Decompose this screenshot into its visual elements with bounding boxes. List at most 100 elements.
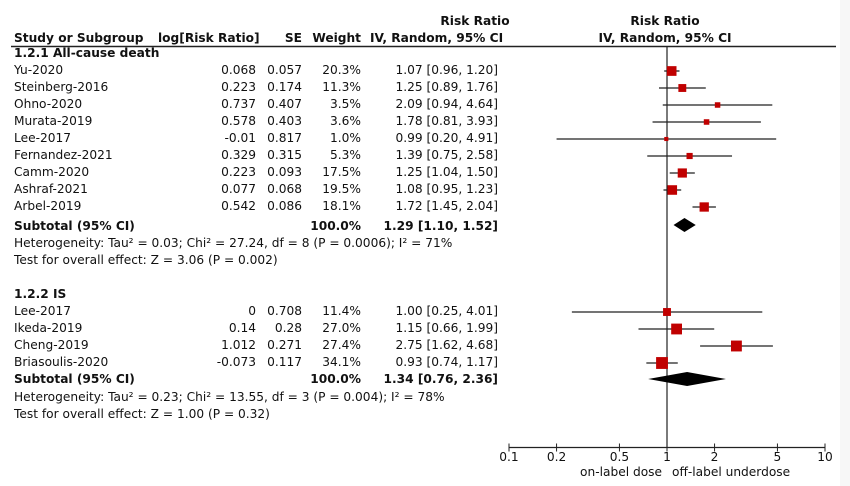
se: 0.057 <box>267 63 302 77</box>
x-tick-label: 1 <box>663 450 671 464</box>
weight: 27.4% <box>322 338 361 352</box>
axis-label-left: on-label dose <box>580 465 662 479</box>
study-name: Lee-2017 <box>14 131 71 145</box>
risk-ratio-ci: 2.09 [0.94, 4.64] <box>395 97 498 111</box>
weight: 20.3% <box>322 63 361 77</box>
se: 0.086 <box>267 199 302 213</box>
weight: 3.6% <box>330 114 361 128</box>
log-rr: 0.223 <box>221 80 256 94</box>
weight: 5.3% <box>330 148 361 162</box>
x-tick-label: 0.5 <box>609 450 630 464</box>
weight: 18.1% <box>322 199 361 213</box>
axis-label-right: off-label underdose <box>672 465 791 479</box>
log-rr: 0.223 <box>221 165 256 179</box>
heterogeneity-text: Heterogeneity: Tau² = 0.03; Chi² = 27.24… <box>14 236 453 250</box>
study-name: Briasoulis-2020 <box>14 355 109 369</box>
risk-ratio-ci: 2.75 [1.62, 4.68] <box>395 338 498 352</box>
study-name: Cheng-2019 <box>14 338 89 352</box>
subtotal-diamond <box>673 218 696 232</box>
risk-ratio-ci: 0.93 [0.74, 1.17] <box>395 355 498 369</box>
risk-ratio-ci: 1.07 [0.96, 1.20] <box>395 63 498 77</box>
x-tick-label: 0.2 <box>546 450 567 464</box>
study-effect-marker <box>656 357 668 369</box>
study-name: Steinberg-2016 <box>14 80 109 94</box>
subtotal-weight: 100.0% <box>310 372 361 386</box>
risk-ratio-ci: 1.25 [0.89, 1.76] <box>395 80 498 94</box>
risk-ratio-ci: 1.39 [0.75, 2.58] <box>395 148 498 162</box>
group-title: 1.2.2 IS <box>14 287 67 301</box>
se: 0.117 <box>267 355 302 369</box>
se: 0.315 <box>267 148 302 162</box>
study-effect-marker <box>678 84 687 92</box>
ci-header-top: Risk Ratio <box>440 14 510 28</box>
group-title: 1.2.1 All-cause death <box>14 46 160 60</box>
study-effect-marker <box>667 185 678 195</box>
study-name: Yu-2020 <box>14 63 64 77</box>
study-effect-marker <box>686 152 693 160</box>
weight: 3.5% <box>330 97 361 111</box>
study-effect-marker <box>677 168 687 178</box>
study-name: Lee-2017 <box>14 304 71 318</box>
se: 0.817 <box>267 131 302 145</box>
header-logrr: log[Risk Ratio] <box>158 31 260 45</box>
plot-header-top: Risk Ratio <box>630 14 700 28</box>
subtotal-label: Subtotal (95% CI) <box>14 372 135 386</box>
header-se: SE <box>284 31 302 45</box>
risk-ratio-ci: 1.15 [0.66, 1.99] <box>395 321 498 335</box>
se: 0.174 <box>267 80 302 94</box>
log-rr: 1.012 <box>221 338 256 352</box>
risk-ratio-ci: 1.08 [0.95, 1.23] <box>395 182 498 196</box>
subtotal-label: Subtotal (95% CI) <box>14 219 135 233</box>
subtotal-diamond <box>648 372 726 386</box>
ci-header-bottom: IV, Random, 95% CI <box>370 31 504 45</box>
study-name: Murata-2019 <box>14 114 93 128</box>
header-study: Study or Subgroup <box>14 31 144 45</box>
log-rr: 0.737 <box>221 97 256 111</box>
log-rr: 0.542 <box>221 199 256 213</box>
se: 0.093 <box>267 165 302 179</box>
study-name: Ohno-2020 <box>14 97 83 111</box>
weight: 27.0% <box>322 321 361 335</box>
x-tick-label: 5 <box>773 450 782 464</box>
log-rr: 0.068 <box>221 63 256 77</box>
log-rr: 0.329 <box>221 148 256 162</box>
study-effect-marker <box>730 340 742 352</box>
log-rr: 0 <box>248 304 256 318</box>
overall-effect-text: Test for overall effect: Z = 3.06 (P = 0… <box>14 253 278 267</box>
weight: 11.3% <box>322 80 361 94</box>
log-rr: 0.14 <box>228 321 256 335</box>
risk-ratio-ci: 1.25 [1.04, 1.50] <box>395 165 498 179</box>
weight: 34.1% <box>322 355 361 369</box>
study-effect-marker <box>699 202 709 212</box>
study-effect-marker <box>664 136 669 142</box>
plot-header-bottom: IV, Random, 95% CI <box>598 31 732 45</box>
heterogeneity-text: Heterogeneity: Tau² = 0.23; Chi² = 13.55… <box>14 390 445 404</box>
x-tick-label: 10 <box>817 450 833 464</box>
study-effect-marker <box>714 102 721 108</box>
subtotal-ci: 1.29 [1.10, 1.52] <box>383 219 498 233</box>
se: 0.271 <box>267 338 302 352</box>
se: 0.407 <box>267 97 302 111</box>
study-effect-marker <box>663 308 671 316</box>
se: 0.403 <box>267 114 302 128</box>
study-effect-marker <box>666 66 677 76</box>
study-name: Arbel-2019 <box>14 199 82 213</box>
log-rr: -0.01 <box>224 131 256 145</box>
overall-effect-text: Test for overall effect: Z = 1.00 (P = 0… <box>14 407 270 421</box>
log-rr: -0.073 <box>216 355 256 369</box>
risk-ratio-ci: 1.78 [0.81, 3.93] <box>395 114 498 128</box>
study-name: Ikeda-2019 <box>14 321 83 335</box>
se: 0.708 <box>267 304 302 318</box>
study-name: Camm-2020 <box>14 165 90 179</box>
subtotal-ci: 1.34 [0.76, 2.36] <box>383 372 498 386</box>
study-effect-marker <box>671 323 682 335</box>
log-rr: 0.077 <box>221 182 256 196</box>
risk-ratio-ci: 0.99 [0.20, 4.91] <box>395 131 498 145</box>
weight: 1.0% <box>330 131 361 145</box>
risk-ratio-ci: 1.72 [1.45, 2.04] <box>395 199 498 213</box>
weight: 19.5% <box>322 182 361 196</box>
weight: 11.4% <box>322 304 361 318</box>
log-rr: 0.578 <box>221 114 256 128</box>
study-name: Ashraf-2021 <box>14 182 88 196</box>
